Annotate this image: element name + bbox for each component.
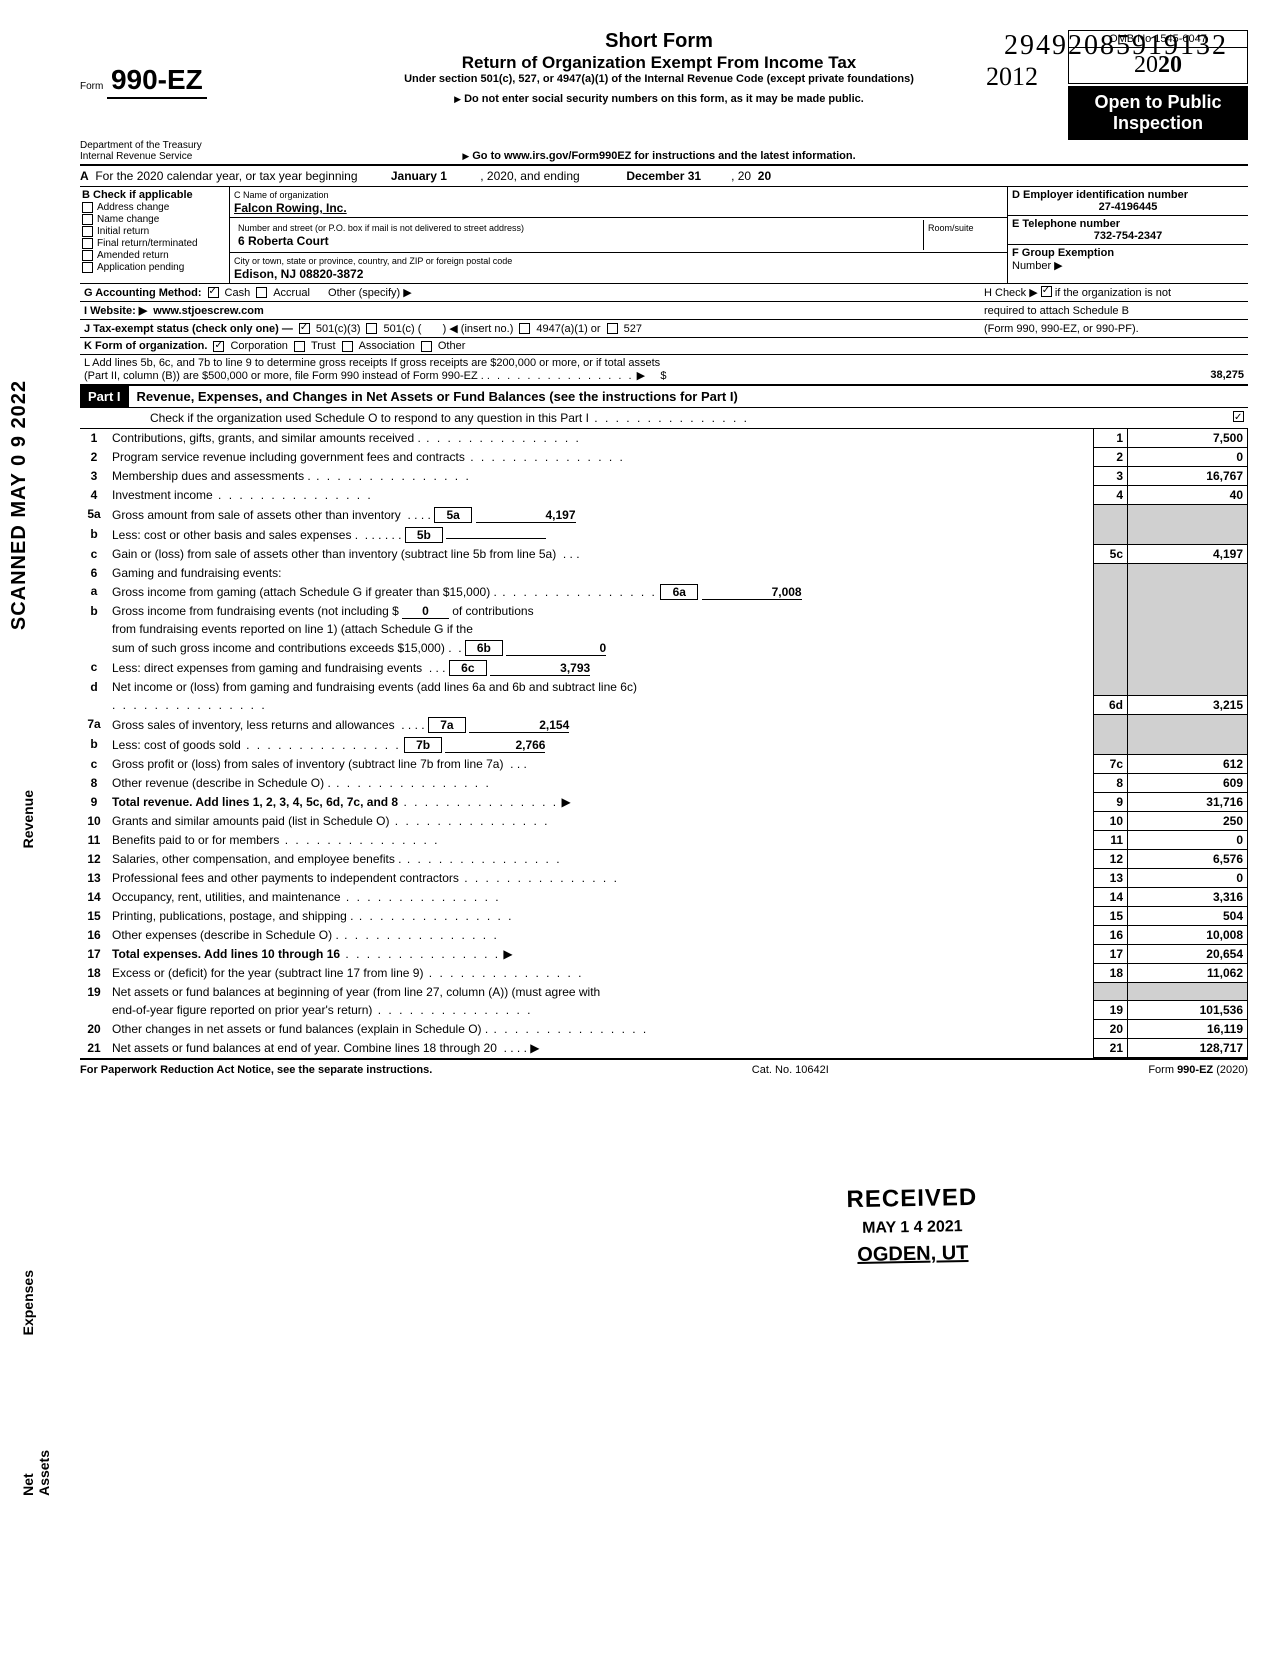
dept-treasury: Department of the Treasury xyxy=(80,140,202,151)
form-number: 990-EZ xyxy=(107,62,207,99)
dept-irs: Internal Revenue Service xyxy=(80,151,192,162)
cb-501c3[interactable] xyxy=(299,323,310,334)
c-label: C Name of organization xyxy=(234,190,329,200)
row-i: I Website: ▶ www.stjoescrew.com required… xyxy=(80,302,1248,320)
line7b-amt: 2,766 xyxy=(445,738,545,753)
cb-initial-return[interactable] xyxy=(82,226,93,237)
line9-amt: 31,716 xyxy=(1128,793,1248,812)
line20-amt: 16,119 xyxy=(1128,1020,1248,1039)
line12-amt: 6,576 xyxy=(1128,850,1248,869)
open-to-public: Open to PublicInspection xyxy=(1068,86,1248,140)
title-main: Return of Organization Exempt From Incom… xyxy=(258,53,1060,73)
cb-trust[interactable] xyxy=(294,341,305,352)
line8-amt: 609 xyxy=(1128,774,1248,793)
main-table: 1Contributions, gifts, grants, and simil… xyxy=(80,429,1248,1058)
org-address: 6 Roberta Court xyxy=(238,234,329,248)
side-revenue: Revenue xyxy=(20,790,36,848)
handwritten-id: 29492085919132 xyxy=(1004,30,1228,62)
org-city: Edison, NJ 08820-3872 xyxy=(234,267,363,281)
col-de: D Employer identification number 27-4196… xyxy=(1008,187,1248,283)
line5c-amt: 4,197 xyxy=(1128,545,1248,564)
cb-schedule-o[interactable] xyxy=(1233,411,1244,422)
cb-association[interactable] xyxy=(342,341,353,352)
line7c-amt: 612 xyxy=(1128,755,1248,774)
line3-amt: 16,767 xyxy=(1128,467,1248,486)
website: www.stjoescrew.com xyxy=(153,305,263,317)
part1-title: Revenue, Expenses, and Changes in Net As… xyxy=(129,389,738,404)
footer-right: Form 990-EZ (2020) xyxy=(1148,1064,1248,1076)
f-label: F Group Exemption xyxy=(1012,247,1114,259)
footer-cat: Cat. No. 10642I xyxy=(752,1064,829,1076)
handwritten-year: 2012 xyxy=(986,62,1038,92)
cb-pending[interactable] xyxy=(82,262,93,273)
cb-name-change[interactable] xyxy=(82,214,93,225)
line4-amt: 40 xyxy=(1128,486,1248,505)
line10-amt: 250 xyxy=(1128,812,1248,831)
line16-amt: 10,008 xyxy=(1128,926,1248,945)
line13-amt: 0 xyxy=(1128,869,1248,888)
row-a: A For the 2020 calendar year, or tax yea… xyxy=(80,166,1248,187)
form-page: 29492085919132 2012 Form 990-EZ Short Fo… xyxy=(0,0,1288,1096)
line6d-amt: 3,215 xyxy=(1128,696,1248,715)
cb-501c[interactable] xyxy=(366,323,377,334)
row-l: L Add lines 5b, 6c, and 7b to line 9 to … xyxy=(80,355,1248,385)
cb-schedule-b[interactable] xyxy=(1041,286,1052,297)
line6b-amt: 0 xyxy=(506,641,606,656)
cb-final-return[interactable] xyxy=(82,238,93,249)
line5a-amt: 4,197 xyxy=(476,508,576,523)
cb-cash[interactable] xyxy=(208,287,219,298)
title-short: Short Form xyxy=(258,30,1060,53)
f-label2: Number ▶ xyxy=(1012,260,1063,272)
cb-address-change[interactable] xyxy=(82,202,93,213)
line18-amt: 11,062 xyxy=(1128,964,1248,983)
line2-amt: 0 xyxy=(1128,448,1248,467)
title-under: Under section 501(c), 527, or 4947(a)(1)… xyxy=(258,73,1060,85)
footer-left: For Paperwork Reduction Act Notice, see … xyxy=(80,1064,432,1076)
line7a-amt: 2,154 xyxy=(469,718,569,733)
form-prefix: Form xyxy=(80,81,103,92)
footer: For Paperwork Reduction Act Notice, see … xyxy=(80,1058,1248,1076)
e-label: E Telephone number xyxy=(1012,218,1120,230)
room-label: Room/suite xyxy=(928,223,974,233)
side-expenses: Expenses xyxy=(20,1270,36,1335)
instructions-link: Go to www.irs.gov/Form990EZ for instruct… xyxy=(250,150,1068,162)
line17-amt: 20,654 xyxy=(1128,945,1248,964)
line15-amt: 504 xyxy=(1128,907,1248,926)
org-name: Falcon Rowing, Inc. xyxy=(234,201,347,215)
side-netassets: Net Assets xyxy=(20,1450,52,1496)
ssn-warning: Do not enter social security numbers on … xyxy=(258,93,1060,105)
row-j: J Tax-exempt status (check only one) — 5… xyxy=(80,320,1248,338)
col-b: B Check if applicable Address change Nam… xyxy=(80,187,230,283)
cb-accrual[interactable] xyxy=(256,287,267,298)
cb-527[interactable] xyxy=(607,323,618,334)
cb-4947[interactable] xyxy=(519,323,530,334)
line11-amt: 0 xyxy=(1128,831,1248,850)
part1-check-row: Check if the organization used Schedule … xyxy=(80,408,1248,429)
dept-row: Department of the Treasury Internal Reve… xyxy=(80,140,1248,166)
telephone: 732-754-2347 xyxy=(1012,230,1244,242)
row-g: G Accounting Method: Cash Accrual Other … xyxy=(80,284,1248,302)
line14-amt: 3,316 xyxy=(1128,888,1248,907)
cb-other-org[interactable] xyxy=(421,341,432,352)
ein: 27-4196445 xyxy=(1012,201,1244,213)
line6a-amt: 7,008 xyxy=(702,585,802,600)
section-bcdef: B Check if applicable Address change Nam… xyxy=(80,187,1248,284)
b-header: B Check if applicable xyxy=(82,189,227,201)
line19-amt: 101,536 xyxy=(1128,1001,1248,1020)
cb-amended[interactable] xyxy=(82,250,93,261)
cb-corporation[interactable] xyxy=(213,341,224,352)
part1-header-row: Part I Revenue, Expenses, and Changes in… xyxy=(80,385,1248,408)
row-k: K Form of organization. Corporation Trus… xyxy=(80,338,1248,355)
scanned-stamp: SCANNED MAY 0 9 2022 xyxy=(8,380,31,630)
part1-label: Part I xyxy=(80,386,129,407)
addr-label: Number and street (or P.O. box if mail i… xyxy=(238,223,524,233)
line1-amt: 7,500 xyxy=(1128,429,1248,448)
col-c: C Name of organization Falcon Rowing, In… xyxy=(230,187,1008,283)
city-label: City or town, state or province, country… xyxy=(234,256,512,266)
received-stamp: RECEIVED MAY 1 4 2021 OGDEN, UT xyxy=(847,1184,979,1267)
line21-amt: 128,717 xyxy=(1128,1039,1248,1058)
line6c-amt: 3,793 xyxy=(490,661,590,676)
d-label: D Employer identification number xyxy=(1012,189,1188,201)
gross-receipts: 38,275 xyxy=(1210,369,1244,381)
